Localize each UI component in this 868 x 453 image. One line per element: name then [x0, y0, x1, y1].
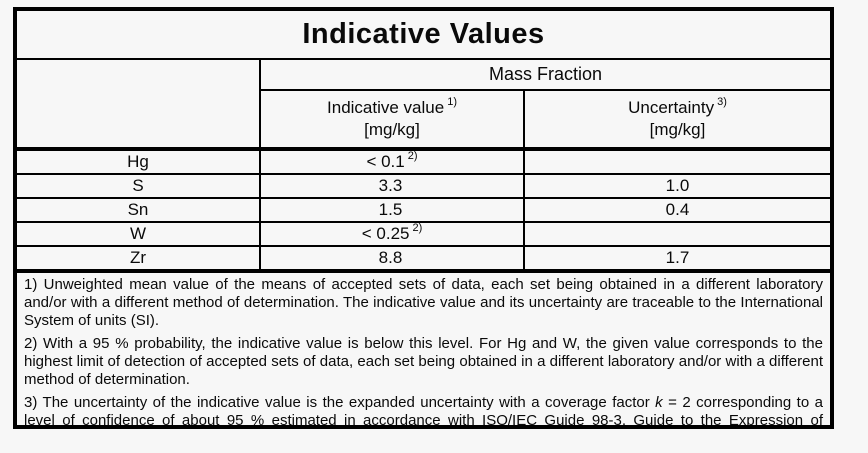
indicative-values-table: Indicative Values Mass Fraction Indicati…	[13, 7, 834, 429]
uncertainty-cell	[524, 222, 830, 247]
indicative-value-cell: 1.5	[260, 198, 525, 223]
footnote-ref-2: 2)	[412, 222, 423, 235]
table-row-s: S 3.3 1.0	[17, 174, 830, 199]
footnote-3-text-after: = 2 corresponding to a level of confiden…	[24, 394, 823, 429]
footnote-ref-2: 2)	[407, 150, 418, 163]
element-symbol: Zr	[17, 246, 261, 273]
group-header-row: Mass Fraction	[17, 59, 830, 151]
indicative-value-cell: < 0.1 2)	[260, 149, 525, 175]
uncertainty-cell: 1.7	[524, 246, 830, 273]
footnote-ref-3: 3)	[717, 96, 727, 109]
uncertainty-cell: 0.4	[524, 198, 830, 223]
indicative-value-cell: 3.3	[260, 174, 525, 199]
indicative-value: 8.8	[378, 248, 403, 267]
footnote-3-text-before: 3) The uncertainty of the indicative val…	[24, 394, 656, 411]
footnotes-section: 1) Unweighted mean value of the means of…	[17, 271, 830, 429]
footnote-2: 2) With a 95 % probability, the indicati…	[24, 335, 823, 388]
footnote-ref-1: 1)	[447, 96, 457, 109]
column-header-uncertainty: Uncertainty 3) [mg/kg]	[524, 90, 830, 151]
element-symbol: Hg	[17, 149, 261, 175]
column-unit: [mg/kg]	[649, 120, 706, 139]
table-row-zr: Zr 8.8 1.7	[17, 246, 830, 273]
column-unit: [mg/kg]	[364, 120, 420, 139]
element-symbol: Sn	[17, 198, 261, 223]
footnotes-row: 1) Unweighted mean value of the means of…	[17, 271, 830, 429]
mass-fraction-header: Mass Fraction	[260, 59, 830, 91]
column-label: Indicative value	[327, 98, 445, 117]
indicative-value: < 0.25	[361, 224, 410, 243]
values-table: Indicative Values Mass Fraction Indicati…	[17, 11, 830, 429]
column-header-indicative-value: Indicative value 1) [mg/kg]	[260, 90, 525, 151]
empty-corner-cell	[17, 59, 261, 151]
column-header-row: Indicative value 1) [mg/kg] Uncertainty 3)…	[17, 90, 830, 151]
indicative-value: < 0.1	[366, 152, 405, 171]
coverage-factor-symbol: k	[655, 394, 663, 411]
indicative-value-cell: < 0.25 2)	[260, 222, 525, 247]
element-symbol: S	[17, 174, 261, 199]
table-row-w: W < 0.25 2)	[17, 222, 830, 247]
uncertainty-cell: 1.0	[524, 174, 830, 199]
indicative-value: 1.5	[378, 200, 403, 219]
table-row-hg: Hg < 0.1 2)	[17, 149, 830, 175]
indicative-value: 3.3	[378, 176, 403, 195]
element-symbol: W	[17, 222, 261, 247]
table-row-sn: Sn 1.5 0.4	[17, 198, 830, 223]
title-row: Indicative Values	[17, 11, 830, 60]
indicative-value-cell: 8.8	[260, 246, 525, 273]
column-label: Uncertainty	[628, 98, 715, 117]
page-title: Indicative Values	[17, 11, 830, 60]
footnote-1: 1) Unweighted mean value of the means of…	[24, 276, 823, 329]
footnote-3: 3) The uncertainty of the indicative val…	[24, 394, 823, 429]
uncertainty-cell	[524, 149, 830, 175]
